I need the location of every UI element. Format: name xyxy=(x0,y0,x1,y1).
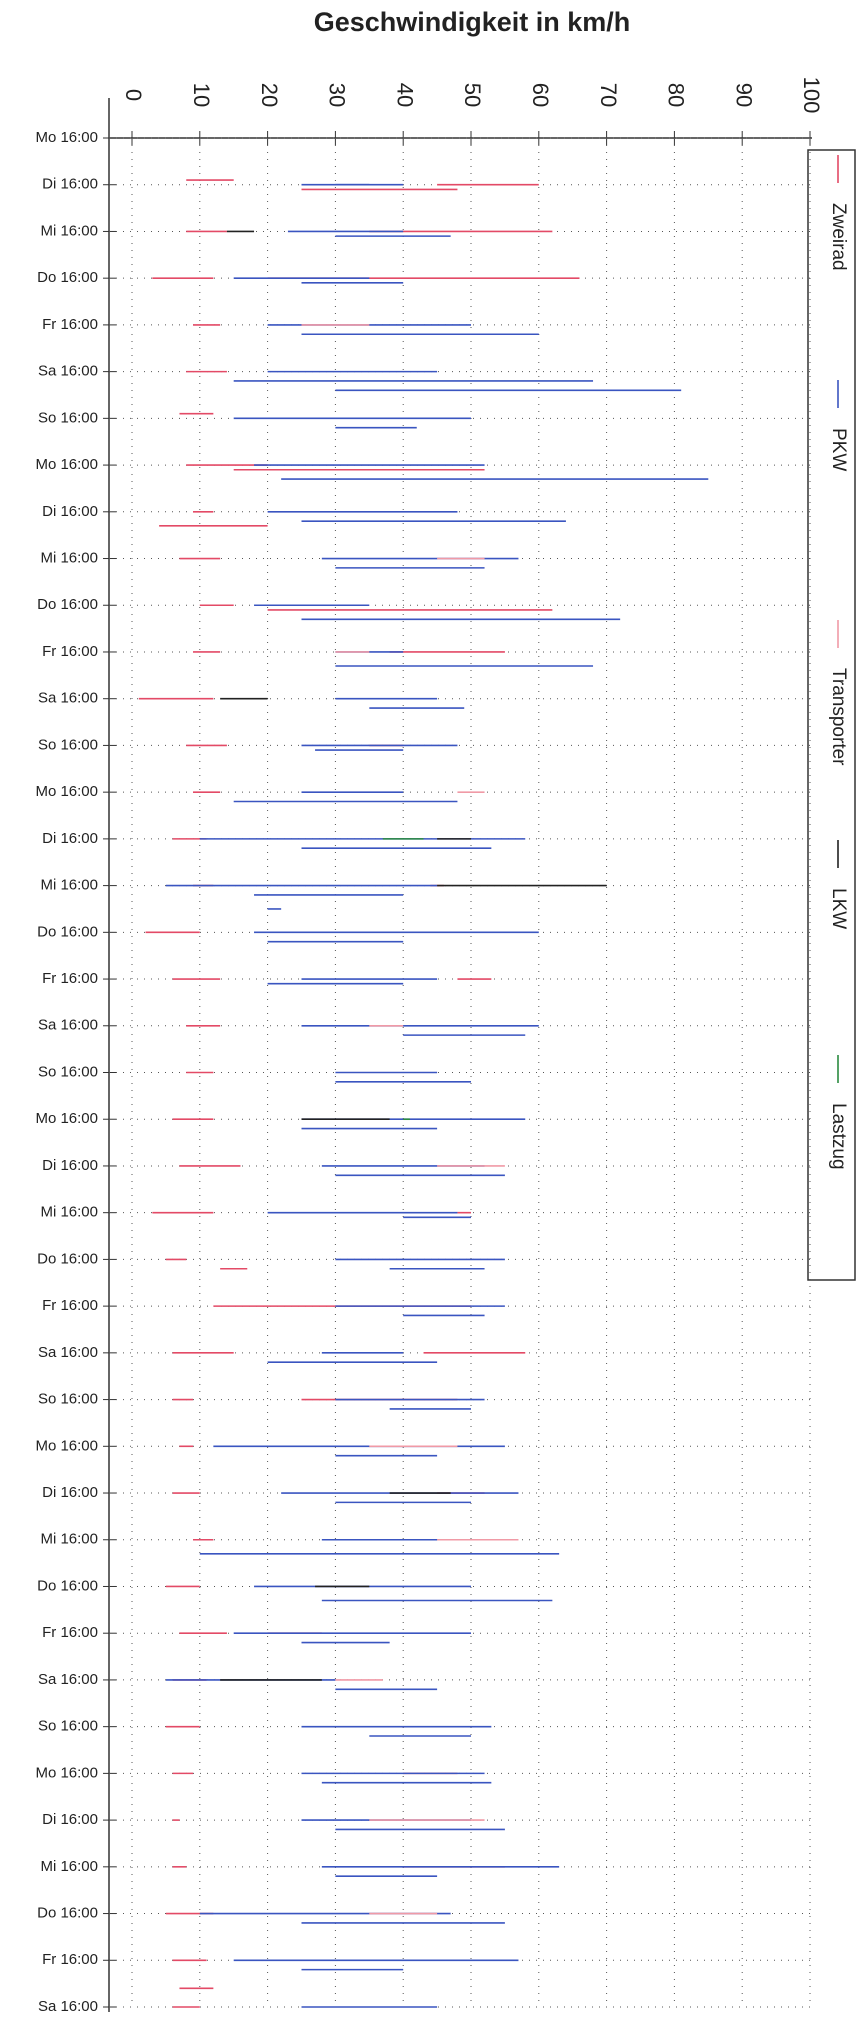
y-tick-label: Fr 16:00 xyxy=(42,316,98,333)
y-tick-label: Mi 16:00 xyxy=(40,1204,98,1221)
y-tick-label: Mo 16:00 xyxy=(35,783,98,800)
y-tick-label: Di 16:00 xyxy=(42,503,98,520)
y-tick-label: Do 16:00 xyxy=(37,1577,98,1594)
y-tick-label: Di 16:00 xyxy=(42,830,98,847)
legend-label: Lastzug xyxy=(828,1103,849,1170)
y-tick-label: Mi 16:00 xyxy=(40,1531,98,1548)
y-tick-label: So 16:00 xyxy=(38,409,98,426)
x-tick-label: 30 xyxy=(325,83,350,107)
y-tick-label: Fr 16:00 xyxy=(42,643,98,660)
x-tick-label: 90 xyxy=(731,83,756,107)
y-tick-label: Do 16:00 xyxy=(37,1905,98,1922)
y-tick-label: Do 16:00 xyxy=(37,1250,98,1267)
y-tick-label: Sa 16:00 xyxy=(38,690,98,707)
y-tick-label: So 16:00 xyxy=(38,1718,98,1735)
chart-title: Geschwindigkeit in km/h xyxy=(314,7,631,37)
y-tick-label: Fr 16:00 xyxy=(42,1624,98,1641)
x-tick-label: 40 xyxy=(392,83,417,107)
y-tick-label: So 16:00 xyxy=(38,1391,98,1408)
y-tick-label: Mi 16:00 xyxy=(40,222,98,239)
y-tick-label: Di 16:00 xyxy=(42,1157,98,1174)
y-tick-label: Sa 16:00 xyxy=(38,1671,98,1688)
legend-label: Transporter xyxy=(828,668,849,766)
legend-label: PKW xyxy=(828,428,849,471)
y-tick-label: Sa 16:00 xyxy=(38,1344,98,1361)
y-tick-label: Fr 16:00 xyxy=(42,1297,98,1314)
x-tick-label: 10 xyxy=(189,83,214,107)
y-tick-label: Mo 16:00 xyxy=(35,1110,98,1127)
x-tick-label: 80 xyxy=(664,83,689,107)
x-tick-label: 60 xyxy=(528,83,553,107)
x-tick-label: 70 xyxy=(596,83,621,107)
legend-label: LKW xyxy=(828,888,849,929)
y-tick-label: Mo 16:00 xyxy=(35,1437,98,1454)
y-tick-label: Di 16:00 xyxy=(42,1811,98,1828)
y-tick-label: Sa 16:00 xyxy=(38,1998,98,2015)
y-tick-label: Mo 16:00 xyxy=(35,1764,98,1781)
y-tick-label: Mi 16:00 xyxy=(40,1858,98,1875)
y-tick-label: Do 16:00 xyxy=(37,269,98,286)
x-tick-label: 20 xyxy=(257,83,282,107)
y-tick-label: Di 16:00 xyxy=(42,176,98,193)
y-tick-label: Sa 16:00 xyxy=(38,1017,98,1034)
y-tick-label: Fr 16:00 xyxy=(42,970,98,987)
y-tick-label: Di 16:00 xyxy=(42,1484,98,1501)
y-tick-label: Do 16:00 xyxy=(37,923,98,940)
x-tick-label: 100 xyxy=(799,77,824,114)
y-tick-label: So 16:00 xyxy=(38,736,98,753)
y-tick-label: Sa 16:00 xyxy=(38,363,98,380)
x-tick-label: 0 xyxy=(121,89,146,101)
y-tick-label: Mo 16:00 xyxy=(35,456,98,473)
y-tick-label: Mi 16:00 xyxy=(40,877,98,894)
y-tick-label: Mo 16:00 xyxy=(35,129,98,146)
y-tick-label: Do 16:00 xyxy=(37,596,98,613)
legend xyxy=(807,149,856,1281)
legend-label: Zweirad xyxy=(828,203,849,271)
y-tick-label: Mi 16:00 xyxy=(40,549,98,566)
y-tick-label: So 16:00 xyxy=(38,1063,98,1080)
x-tick-label: 50 xyxy=(460,83,485,107)
y-tick-label: Fr 16:00 xyxy=(42,1951,98,1968)
